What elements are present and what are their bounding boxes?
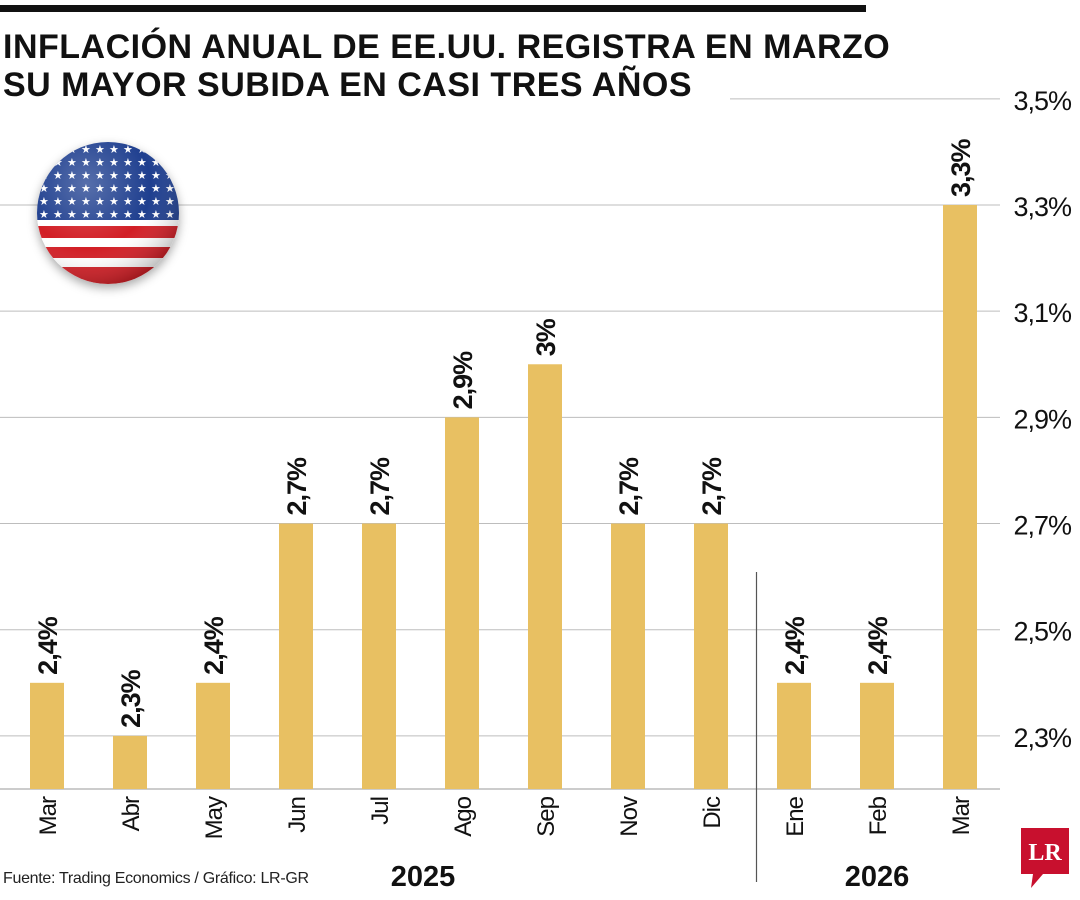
x-tick-label: Nov [616, 796, 643, 837]
x-tick-label: Jun [284, 797, 311, 833]
y-tick-label: 2,3% [1013, 723, 1072, 753]
bar [30, 682, 64, 789]
data-label: 2,7% [365, 457, 395, 516]
x-tick-label: Ago [450, 796, 477, 836]
data-label: 2,7% [614, 457, 644, 516]
chart-title: INFLACIÓN ANUAL DE EE.UU. REGISTRA EN MA… [3, 28, 903, 104]
year-label: 2026 [845, 861, 910, 893]
bar [362, 523, 396, 789]
data-label: 2,9% [448, 351, 478, 410]
x-tick-label: Jul [367, 797, 394, 825]
data-label: 2,4% [33, 616, 63, 675]
source-note: Fuente: Trading Economics / Gráfico: LR-… [3, 870, 309, 887]
data-label: 2,4% [780, 616, 810, 675]
title-line-1: INFLACIÓN ANUAL DE EE.UU. REGISTRA EN MA… [3, 28, 891, 66]
y-tick-label: 2,9% [1013, 404, 1072, 434]
data-label: 3% [531, 318, 561, 356]
data-label: 2,7% [697, 457, 727, 516]
x-tick-label: Abr [118, 796, 145, 831]
title-line-2: SU MAYOR SUBIDA EN CASI TRES AÑOS [3, 66, 693, 104]
bar [196, 682, 230, 789]
bar [611, 523, 645, 789]
top-rule [0, 5, 866, 12]
bar [694, 523, 728, 789]
x-tick-label: Mar [35, 796, 62, 835]
y-tick-label: 2,7% [1013, 511, 1072, 541]
bar [777, 682, 811, 789]
x-tick-label: Mar [948, 796, 975, 835]
bar [445, 417, 479, 789]
year-label: 2025 [391, 861, 456, 893]
x-tick-label: Sep [533, 796, 560, 836]
bar [279, 523, 313, 789]
data-label: 3,3% [946, 138, 976, 197]
y-tick-label: 3,3% [1013, 192, 1072, 222]
x-tick-label: May [201, 796, 228, 839]
bar [528, 364, 562, 789]
us-flag-icon: ★ [37, 142, 179, 284]
data-label: 2,4% [863, 616, 893, 675]
y-tick-label: 2,5% [1013, 617, 1072, 647]
x-tick-label: Feb [865, 796, 892, 835]
bar [860, 682, 894, 789]
x-tick-label: Ene [782, 796, 809, 836]
bar [943, 205, 977, 789]
y-tick-label: 3,1% [1013, 298, 1072, 328]
data-label: 2,4% [199, 616, 229, 675]
x-tick-label: Dic [699, 796, 726, 829]
logo-text: LR [1028, 840, 1062, 866]
bar [113, 735, 147, 789]
lr-logo: LR [1021, 828, 1069, 888]
y-tick-label: 3,5% [1013, 86, 1072, 116]
data-label: 2,7% [282, 457, 312, 516]
data-label: 2,3% [116, 669, 146, 728]
